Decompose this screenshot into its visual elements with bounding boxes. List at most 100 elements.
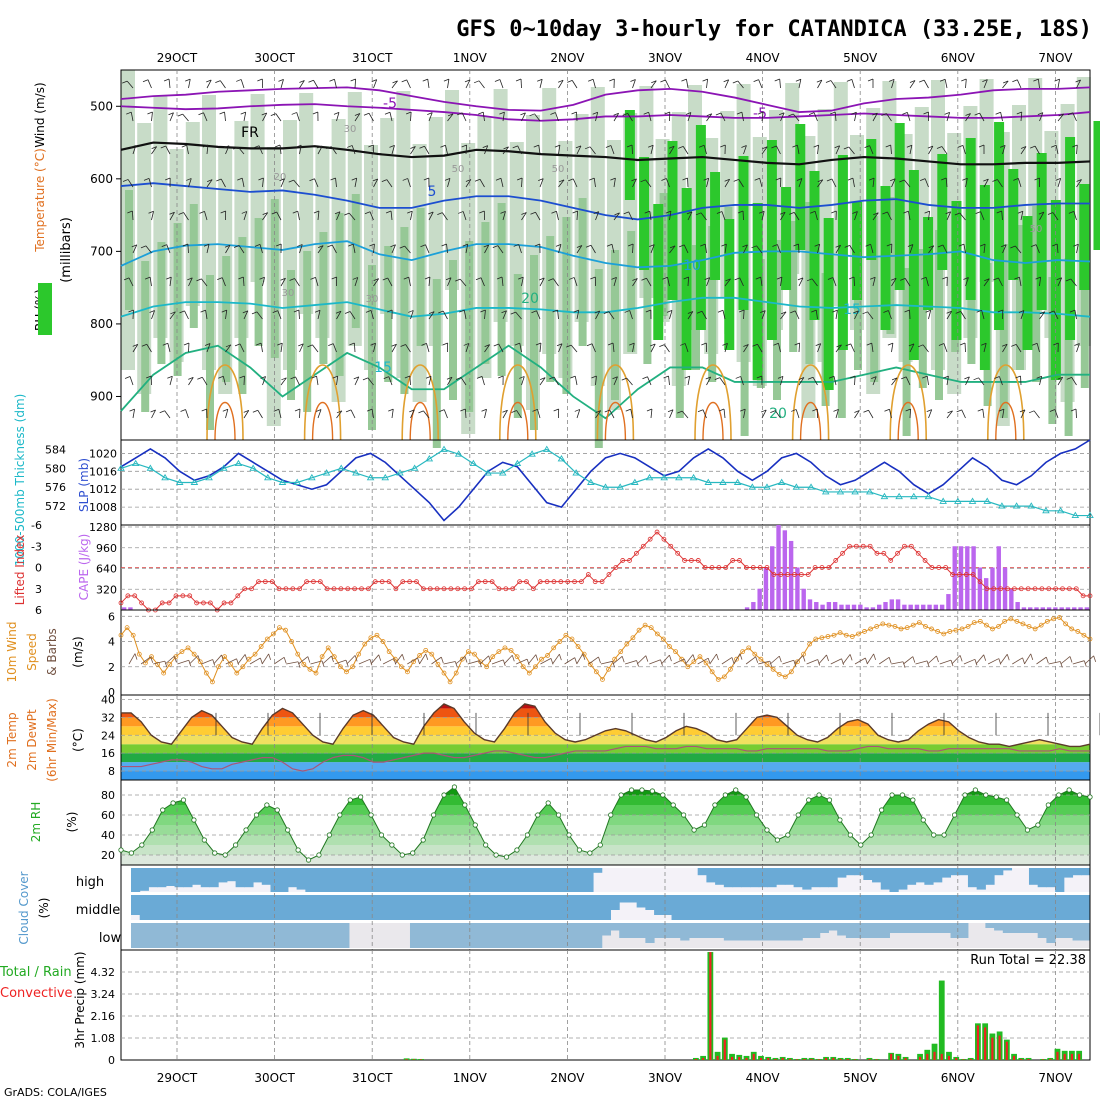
- upper-air-wind-barb: [720, 144, 726, 148]
- upper-air-wind-barb: [502, 310, 507, 320]
- li-point: [324, 586, 330, 592]
- upper-air-wind-barb: [706, 178, 710, 188]
- upper-air-wind-barb: [290, 376, 296, 380]
- upper-air-wind-barb: [849, 375, 856, 379]
- upper-air-wind-barb: [1073, 211, 1077, 221]
- upper-air-wind-barb: [998, 408, 1005, 412]
- cloud-low-bar: [898, 923, 908, 933]
- upper-air-wind-barb: [332, 343, 337, 353]
- upper-air-wind-barb: [481, 376, 485, 386]
- upper-air-wind-barb: [570, 344, 578, 353]
- cloud-high-bar: [148, 868, 158, 888]
- surface-wind-barb: [987, 658, 999, 665]
- upper-air-wind-barb: [852, 211, 858, 214]
- li-point: [359, 586, 364, 592]
- upper-air-wind-barb: [558, 179, 565, 188]
- rh-shade-mid: [578, 198, 587, 346]
- rh-shade-mid: [740, 278, 749, 436]
- precip-convective-bar: [1070, 1053, 1074, 1060]
- upper-air-wind-barb: [650, 80, 657, 89]
- rh-shade-green: [1093, 121, 1100, 250]
- cloud-high-bar: [889, 868, 899, 892]
- upper-air-wind-barb: [850, 343, 855, 353]
- cloud-high-bar: [593, 868, 603, 873]
- upper-air-wind-barb: [500, 210, 506, 214]
- li-point: [262, 579, 268, 585]
- cloud-high-bar: [784, 868, 795, 885]
- upper-air-wind-barb: [586, 343, 593, 347]
- li-tick-label: -6: [31, 519, 42, 532]
- upper-air-wind-barb: [312, 111, 318, 115]
- surface-wind-barb: [983, 654, 987, 661]
- wind-speed-point: [472, 651, 477, 657]
- cloud-high-bar: [479, 868, 489, 892]
- cloud-middle-bar: [654, 895, 664, 915]
- upper-air-wind-barb: [613, 112, 619, 116]
- upper-air-wind-barb: [1020, 409, 1026, 419]
- upper-air-wind-barb: [1071, 377, 1077, 386]
- upper-air-wind-barb: [1047, 212, 1054, 215]
- precip-convective-bar: [1049, 1058, 1052, 1060]
- upper-air-wind-barb: [391, 145, 395, 155]
- upper-air-wind-barb: [825, 80, 832, 83]
- upper-air-wind-barb: [613, 113, 619, 122]
- upper-air-wind-barb: [982, 409, 985, 419]
- wind-speed-point: [441, 670, 447, 676]
- upper-air-wind-barb: [368, 113, 374, 122]
- cloud-high-bar: [819, 868, 829, 888]
- rh-shade-mid: [773, 240, 781, 400]
- li-point: [276, 586, 282, 592]
- rh-point: [941, 832, 947, 838]
- cloud-middle-bar: [950, 895, 960, 920]
- upper-air-wind-barb: [696, 310, 703, 314]
- cloud-low-bar: [915, 923, 925, 933]
- upper-air-wind-barb: [1058, 113, 1064, 117]
- upper-air-wind-barb: [812, 377, 818, 386]
- surface-wind-barb: [526, 658, 530, 666]
- li-point: [180, 593, 186, 599]
- upper-air-wind-barb: [644, 210, 650, 214]
- thickness-point: [513, 459, 522, 467]
- upper-air-wind-barb: [1033, 410, 1040, 419]
- cape-tick-label: 1280: [89, 521, 117, 534]
- upper-air-wind-barb: [645, 179, 652, 188]
- cloud-middle-bar: [566, 895, 577, 920]
- wind-speed-point: [508, 647, 514, 653]
- thickness-point: [175, 478, 184, 485]
- contour-label: 10: [683, 258, 701, 274]
- upper-air-wind-barb: [828, 375, 835, 379]
- upper-air-wind-barb: [777, 375, 784, 379]
- cloud-low-bar: [436, 923, 446, 948]
- cloud-high-bar: [444, 868, 455, 892]
- upper-air-wind-barb: [444, 177, 451, 181]
- upper-air-wind-barb: [870, 244, 874, 254]
- cloud-low-bar: [671, 923, 681, 938]
- cloud-high-bar: [880, 868, 890, 890]
- li-point: [936, 565, 942, 570]
- upper-air-wind-barb: [185, 78, 191, 82]
- upper-air-wind-barb: [724, 244, 727, 254]
- wind-speed-point: [923, 624, 928, 629]
- cloud-middle-bar: [802, 895, 812, 920]
- contour-label: 50: [1030, 224, 1043, 235]
- upper-air-wind-barb: [408, 310, 414, 313]
- cloud-middle-bar: [444, 895, 455, 920]
- upper-air-wind-barb: [132, 409, 135, 419]
- cloud-low-bar: [906, 923, 917, 933]
- upper-air-wind-barb: [349, 342, 355, 346]
- cloud-high-bar: [1055, 868, 1065, 892]
- upper-air-wind-barb: [679, 244, 685, 248]
- wind-speed-point: [447, 679, 453, 685]
- upper-air-wind-barb: [334, 211, 341, 215]
- upper-air-wind-barb: [899, 179, 905, 183]
- upper-air-wind-barb: [687, 311, 694, 314]
- wind-speed-label: Speed: [25, 633, 39, 671]
- upper-air-wind-barb: [163, 78, 170, 82]
- rh-point: [493, 852, 499, 858]
- upper-air-wind-barb: [908, 211, 911, 221]
- rh-shade-green: [752, 203, 763, 380]
- upper-air-wind-barb: [569, 277, 575, 280]
- upper-air-wind-barb: [310, 276, 316, 280]
- wind-speed-point: [533, 664, 538, 670]
- li-point: [1018, 586, 1024, 592]
